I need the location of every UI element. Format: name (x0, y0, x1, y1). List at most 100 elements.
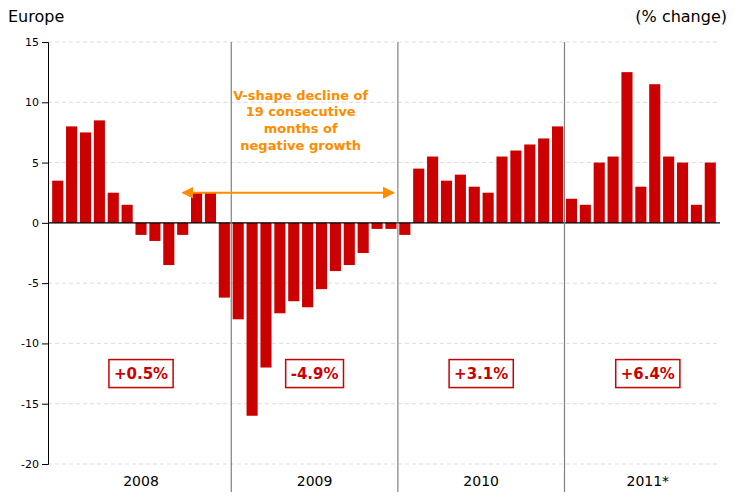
y-tick-mark (42, 283, 48, 284)
bar (122, 205, 133, 223)
y-tick: -20 (21, 458, 48, 471)
group-label: 2011* (626, 473, 669, 489)
bar (538, 138, 549, 222)
bar (399, 223, 410, 235)
separator (231, 42, 232, 492)
arrow-text-line: V-shape decline of (233, 88, 368, 103)
separator (564, 42, 565, 492)
bar (469, 187, 480, 223)
arrow-text-line: 19 consecutive (246, 104, 356, 119)
y-axis-line (42, 43, 49, 465)
bar (149, 223, 160, 241)
bar (80, 132, 91, 222)
y-tick: 10 (25, 96, 48, 109)
chart: Europe(% change)-20-15-10-50510152008200… (0, 0, 735, 504)
bar (566, 199, 577, 223)
y-tick: 5 (32, 157, 48, 170)
group-label: 2009 (297, 473, 333, 489)
bar (191, 193, 202, 223)
plot: -20 -15 -10 -5 0 5 10 15 2008 2009 2010 2011* +0.5% -… (21, 36, 720, 492)
bar (677, 163, 688, 223)
y-tick-mark (42, 102, 48, 103)
annotation: -4.9% (286, 360, 344, 388)
bar (260, 223, 271, 368)
bar (552, 126, 563, 222)
y-tick: 0 (32, 217, 48, 230)
bar (66, 126, 77, 222)
bar (94, 120, 105, 222)
bar (385, 223, 396, 229)
grid-line (48, 222, 720, 223)
bar (594, 163, 605, 223)
bar (108, 193, 119, 223)
y-tick: -10 (21, 337, 48, 350)
grid-line (48, 343, 720, 344)
grid (48, 42, 720, 464)
annotation-text: -4.9% (291, 365, 339, 383)
bar (205, 193, 216, 223)
bar (663, 157, 674, 223)
bar (427, 157, 438, 223)
y-tick-label: 15 (25, 36, 39, 49)
bar (177, 223, 188, 235)
bar (441, 181, 452, 223)
arrow-text-line: months of (264, 121, 338, 136)
annotation: +0.5% (109, 360, 173, 388)
bar (649, 84, 660, 223)
y-axis: -20 -15 -10 -5 0 5 10 15 (21, 36, 48, 471)
bar (608, 157, 619, 223)
annotation-text: +0.5% (114, 365, 168, 383)
bar (705, 163, 716, 223)
grid-line (48, 42, 720, 43)
bar (524, 144, 535, 222)
bar (691, 205, 702, 223)
bar (358, 223, 369, 253)
annotation-text: +6.4% (621, 365, 675, 383)
y-tick-label: 10 (25, 96, 39, 109)
bar (510, 151, 521, 223)
y-tick-mark (42, 404, 48, 405)
grid-line (48, 283, 720, 284)
y-tick-mark (42, 42, 48, 43)
bar (344, 223, 355, 265)
annotation-box (449, 360, 513, 388)
y-tick-label: 0 (32, 217, 39, 230)
bar (274, 223, 285, 313)
y-tick-label: -15 (21, 398, 39, 411)
bar (372, 223, 383, 229)
arrow-text-line: negative growth (240, 138, 361, 153)
separators (231, 42, 564, 492)
grid-line (48, 403, 720, 404)
bar (455, 175, 466, 223)
y-tick-mark (42, 343, 48, 344)
y-tick-label: -5 (28, 277, 39, 290)
bar (635, 187, 646, 223)
title: Europe (8, 7, 64, 26)
bar (135, 223, 146, 235)
group-label: 2010 (463, 473, 499, 489)
bar (621, 72, 632, 223)
arrow-text: V-shape decline of19 consecutive months o… (233, 88, 368, 154)
annotation-box (109, 360, 173, 388)
bar (219, 223, 230, 298)
y-tick: -5 (28, 277, 48, 290)
bar (316, 223, 327, 289)
bar (483, 193, 494, 223)
bar (233, 223, 244, 319)
separator (397, 42, 398, 492)
y-tick-mark (42, 163, 48, 164)
bar (496, 157, 507, 223)
grid-line (48, 162, 720, 163)
annotation: +3.1% (449, 360, 513, 388)
annotations: +0.5% -4.9% +3.1% +6.4% (109, 360, 680, 388)
bar (413, 169, 424, 223)
zero-line (48, 222, 720, 223)
bar (52, 181, 63, 223)
y-tick-label: -20 (21, 458, 39, 471)
group-label: 2008 (123, 473, 159, 489)
bar (580, 205, 591, 223)
group-labels: 2008 2009 2010 2011* (123, 473, 669, 489)
y-tick-label: 5 (32, 157, 39, 170)
bar (163, 223, 174, 265)
bar (288, 223, 299, 301)
